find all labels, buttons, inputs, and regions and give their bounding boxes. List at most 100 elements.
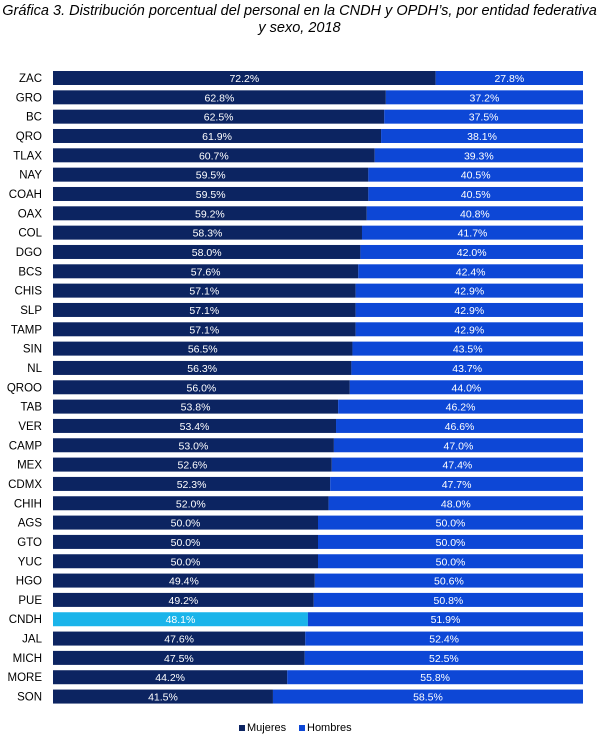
bar-mujeres-nay (53, 167, 369, 182)
category-label-dgo: DGO (16, 247, 42, 259)
bar-hombres-qroo (349, 380, 583, 395)
bar-mujeres-col (53, 225, 362, 240)
bar-hombres-bcs (358, 264, 583, 279)
bar-mujeres-ags (53, 515, 318, 530)
value-label-mujeres-oax: 59.2% (195, 208, 225, 220)
bar-hombres-qro (381, 128, 583, 143)
category-labels-group: ZAC GRO BC QRO TLAX NAY COAH OAX COL DGO BCS CHIS SL… (7, 73, 43, 704)
bar-mujeres-ver (53, 418, 337, 433)
legend-label-hombres: Hombres (307, 722, 352, 734)
bar-mujeres-nl (53, 360, 352, 375)
category-label-slp: SLP (20, 305, 42, 317)
category-label-nay: NAY (19, 170, 42, 182)
category-label-hgo: HGO (16, 576, 42, 588)
bar-mujeres-bcs (53, 264, 359, 279)
category-label-ver: VER (18, 421, 42, 433)
category-label-chis: CHIS (15, 286, 43, 298)
value-label-hombres-son: 58.5% (413, 692, 443, 704)
bar-hombres-ver (336, 418, 583, 433)
bar-mujeres-mex (53, 457, 332, 472)
bar-mujeres-jal (53, 631, 306, 646)
category-label-qroo: QROO (7, 382, 42, 394)
value-label-mujeres-qroo: 56.0% (187, 382, 217, 394)
value-label-mujeres-ver: 53.4% (180, 421, 210, 433)
value-label-hombres-hgo: 50.6% (434, 576, 464, 588)
bar-mujeres-camp (53, 438, 334, 453)
value-label-hombres-ags: 50.0% (436, 518, 466, 530)
bar-hombres-sin (352, 341, 583, 356)
bar-hombres-bc (384, 109, 583, 124)
bar-mujeres-qro (53, 128, 382, 143)
value-label-mujeres-more: 44.2% (155, 672, 185, 684)
bar-hombres-ags (318, 515, 583, 530)
bar-hombres-tab (338, 399, 583, 414)
value-label-hombres-col: 41.7% (458, 228, 488, 240)
value-label-mujeres-son: 41.5% (148, 692, 178, 704)
value-label-hombres-bcs: 42.4% (456, 266, 486, 278)
value-label-mujeres-mex: 52.6% (177, 460, 207, 472)
bar-mujeres-sin (53, 341, 353, 356)
bar-hombres-jal (305, 631, 583, 646)
bar-mujeres-tab (53, 399, 339, 414)
category-label-coah: COAH (9, 189, 42, 201)
bar-mujeres-pue (53, 592, 314, 607)
category-label-gro: GRO (16, 92, 42, 104)
bar-mujeres-yuc (53, 554, 318, 569)
bars-group: 72.2% 27.8% 62.8% 37.2% 62.5% 37.5% 61.9% 38.1%… (53, 71, 583, 704)
value-label-mujeres-cndh: 48.1% (166, 614, 196, 626)
value-label-hombres-nay: 40.5% (461, 170, 491, 182)
value-label-hombres-tamp: 42.9% (454, 324, 484, 336)
bar-hombres-oax (366, 206, 583, 221)
bar-hombres-gro (385, 90, 583, 105)
bar-mujeres-chis (53, 283, 356, 298)
bar-hombres-mich (304, 650, 583, 665)
bar-hombres-son (272, 689, 583, 704)
category-label-bcs: BCS (18, 266, 42, 278)
category-label-bc: BC (26, 112, 42, 124)
value-label-mujeres-slp: 57.1% (189, 305, 219, 317)
value-label-mujeres-bcs: 57.6% (191, 266, 221, 278)
value-label-hombres-gto: 50.0% (436, 537, 466, 549)
value-label-mujeres-qro: 61.9% (202, 131, 232, 143)
value-label-hombres-tlax: 39.3% (464, 150, 494, 162)
bar-mujeres-coah (53, 186, 369, 201)
bar-hombres-cndh (307, 612, 583, 627)
bar-mujeres-cdmx (53, 476, 331, 491)
category-label-qro: QRO (16, 131, 42, 143)
bar-mujeres-cndh (53, 612, 308, 627)
category-label-mich: MICH (13, 653, 42, 665)
value-label-hombres-mich: 52.5% (429, 653, 459, 665)
value-label-hombres-cndh: 51.9% (431, 614, 461, 626)
value-label-mujeres-dgo: 58.0% (192, 247, 222, 259)
value-label-mujeres-pue: 49.2% (168, 595, 198, 607)
value-label-hombres-qroo: 44.0% (452, 382, 482, 394)
bar-mujeres-slp (53, 302, 356, 317)
category-label-nl: NL (27, 363, 42, 375)
bar-mujeres-tlax (53, 148, 375, 163)
value-label-mujeres-coah: 59.5% (196, 189, 226, 201)
value-label-hombres-cdmx: 47.7% (442, 479, 472, 491)
category-label-yuc: YUC (18, 556, 42, 568)
bar-mujeres-mich (53, 650, 305, 665)
bar-mujeres-gro (53, 90, 386, 105)
bar-hombres-yuc (318, 554, 583, 569)
value-label-hombres-mex: 47.4% (442, 460, 472, 472)
value-label-mujeres-cdmx: 52.3% (177, 479, 207, 491)
bar-hombres-chih (328, 496, 583, 511)
bar-hombres-dgo (360, 244, 583, 259)
value-label-mujeres-gro: 62.8% (205, 92, 235, 104)
bar-hombres-slp (355, 302, 583, 317)
category-label-pue: PUE (18, 595, 42, 607)
category-label-mex: MEX (17, 460, 42, 472)
bar-mujeres-chih (53, 496, 329, 511)
value-label-hombres-bc: 37.5% (469, 112, 499, 124)
bar-hombres-tamp (355, 322, 583, 337)
value-label-hombres-chih: 48.0% (441, 498, 471, 510)
value-label-hombres-chis: 42.9% (454, 286, 484, 298)
value-label-mujeres-yuc: 50.0% (171, 556, 201, 568)
value-label-hombres-ver: 46.6% (445, 421, 475, 433)
value-label-mujeres-tamp: 57.1% (189, 324, 219, 336)
category-label-oax: OAX (18, 208, 43, 220)
chart-title: Gráfica 3. Distribución porcentual del p… (2, 3, 597, 36)
category-label-col: COL (18, 228, 42, 240)
